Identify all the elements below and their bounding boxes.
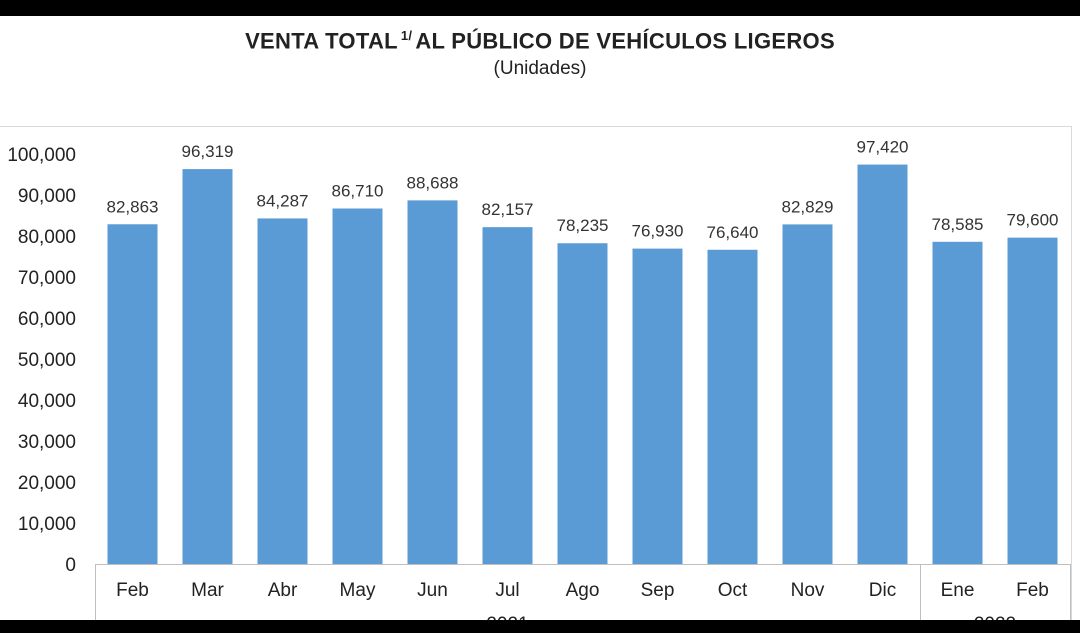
y-tick-label: 20,000 (18, 473, 76, 494)
x-tick-label: Oct (718, 580, 748, 601)
y-tick-label: 60,000 (18, 309, 76, 330)
x-tick-label: Dic (869, 580, 896, 601)
chart-title-main: VENTA TOTAL (245, 28, 398, 54)
x-tick-label: Abr (268, 580, 298, 601)
bar (332, 208, 383, 564)
x-tick-label: May (340, 580, 376, 601)
y-tick-label: 40,000 (18, 391, 76, 412)
y-tick-label: 70,000 (18, 268, 76, 289)
bar (107, 224, 158, 564)
x-tick-label: Jul (495, 580, 519, 601)
x-tick-label: Ago (566, 580, 600, 601)
x-tick-label: Feb (1016, 580, 1049, 601)
bar (257, 218, 308, 565)
year-group-label: 2021 (486, 614, 528, 620)
data-label: 82,829 (782, 197, 834, 216)
bar-chart: 0 10,000 20,000 30,000 40,000 50,000 60,000 70,… (7, 138, 1071, 620)
bar (557, 243, 608, 564)
bar (932, 241, 983, 564)
y-tick-label: 90,000 (18, 186, 76, 207)
data-label: 82,157 (482, 200, 534, 219)
x-tick-label: Nov (791, 580, 825, 601)
data-label: 82,863 (107, 197, 159, 216)
data-label: 84,287 (257, 191, 309, 210)
chart-header: VENTA TOTAL 1/AL PÚBLICO DE VEHÍCULOS LIG… (0, 28, 1080, 80)
chart-title: VENTA TOTAL 1/AL PÚBLICO DE VEHÍCULOS LIG… (0, 28, 1080, 54)
bar (482, 227, 533, 564)
plot-area-top-border (0, 126, 1072, 127)
data-label: 78,235 (557, 216, 609, 235)
data-label: 88,688 (407, 173, 459, 192)
y-tick-label: 50,000 (18, 350, 76, 371)
bar (182, 169, 233, 564)
bar (857, 164, 908, 564)
bar (632, 248, 683, 564)
x-tick-label: Feb (116, 580, 149, 601)
data-label: 79,600 (1007, 211, 1059, 230)
bar (707, 249, 758, 564)
bar (1007, 237, 1058, 564)
plot-area-right-border (1071, 126, 1072, 620)
chart-panel: VENTA TOTAL 1/AL PÚBLICO DE VEHÍCULOS LIG… (0, 16, 1080, 620)
y-tick-label: 100,000 (7, 145, 76, 166)
data-label: 97,420 (857, 138, 909, 157)
chart-subtitle: (Unidades) (493, 58, 587, 80)
y-tick-label: 80,000 (18, 227, 76, 248)
x-tick-label: Ene (941, 580, 975, 601)
data-label: 96,319 (182, 142, 234, 161)
data-label: 86,710 (332, 181, 384, 200)
data-label: 76,640 (707, 223, 759, 242)
y-tick-label: 30,000 (18, 432, 76, 453)
chart-title-footnote: 1/ (400, 28, 413, 43)
data-label: 78,585 (932, 215, 984, 234)
x-tick-label: Sep (641, 580, 675, 601)
bar (782, 224, 833, 564)
x-tick-label: Jun (417, 580, 448, 601)
y-tick-label: 10,000 (18, 514, 76, 535)
bar (407, 200, 458, 564)
data-label: 76,930 (632, 222, 684, 241)
y-tick-label: 0 (65, 555, 76, 576)
chart-title-rest: AL PÚBLICO DE VEHÍCULOS LIGEROS (415, 28, 835, 54)
year-group-label: 2022 (974, 614, 1016, 620)
x-tick-label: Mar (191, 580, 224, 601)
